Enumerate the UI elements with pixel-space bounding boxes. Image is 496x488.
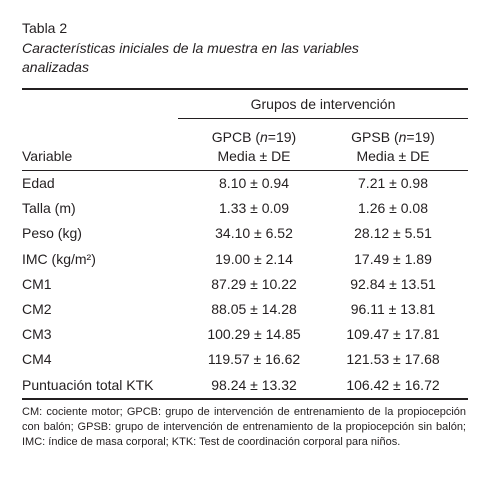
value-cell: 106.42 ± 16.72 [346,376,440,393]
row-label: Edad [22,175,55,191]
group-suffix: =19) [406,129,435,145]
value-cell: 19.00 ± 2.14 [215,250,293,267]
group-name: GPCB (n=19) [184,129,324,145]
value-cell: 87.29 ± 10.22 [211,275,297,292]
value-cell: 34.10 ± 6.52 [215,225,293,242]
group-n: n [260,129,268,145]
header-rule [22,170,468,171]
group-stat: Media ± DE [356,148,430,164]
value-cell: 8.10 ± 0.94 [219,175,289,191]
row-label: CM4 [22,351,52,368]
value-cell: 119.57 ± 16.62 [207,351,301,368]
group-prefix: GPSB ( [351,129,399,145]
group-stat: Media ± DE [217,148,291,164]
value-cell: 96.11 ± 13.81 [350,301,436,317]
footnote: CM: cociente motor; GPCB: grupo de inter… [22,406,466,448]
value-cell: 121.53 ± 17.68 [346,351,440,368]
variable-header: Variable [22,148,73,164]
table-label: Tabla 2 [22,20,68,36]
group-rule [178,118,468,119]
value-cell: 7.21 ± 0.98 [358,175,428,191]
group-name: GPSB (n=19) [323,129,463,145]
top-rule [22,88,468,90]
row-label: Puntuación total KTK [22,376,154,393]
bottom-rule [22,398,468,400]
value-cell: 28.12 ± 5.51 [354,225,432,242]
value-cell: 17.49 ± 1.89 [354,250,432,267]
value-cell: 98.24 ± 13.32 [211,376,297,393]
row-label: IMC (kg/m²) [22,250,96,267]
row-label: CM1 [22,275,52,292]
group-header: Grupos de intervención [250,96,396,112]
value-cell: 100.29 ± 14.85 [207,326,301,343]
value-cell: 92.84 ± 13.51 [350,275,436,292]
group-suffix: =19) [267,129,297,145]
group-n: n [398,129,407,145]
value-cell: 1.33 ± 0.09 [219,200,289,217]
value-cell: 88.05 ± 14.28 [211,301,297,317]
row-label: CM2 [22,301,52,317]
value-cell: 109.47 ± 17.81 [346,326,440,343]
row-label: Peso (kg) [22,225,82,242]
value-cell: 1.26 ± 0.08 [358,200,428,217]
group-prefix: GPCB ( [211,129,260,145]
row-label: Talla (m) [22,200,76,217]
table-caption: Características iniciales de la muestra … [22,40,359,75]
row-label: CM3 [22,326,52,343]
